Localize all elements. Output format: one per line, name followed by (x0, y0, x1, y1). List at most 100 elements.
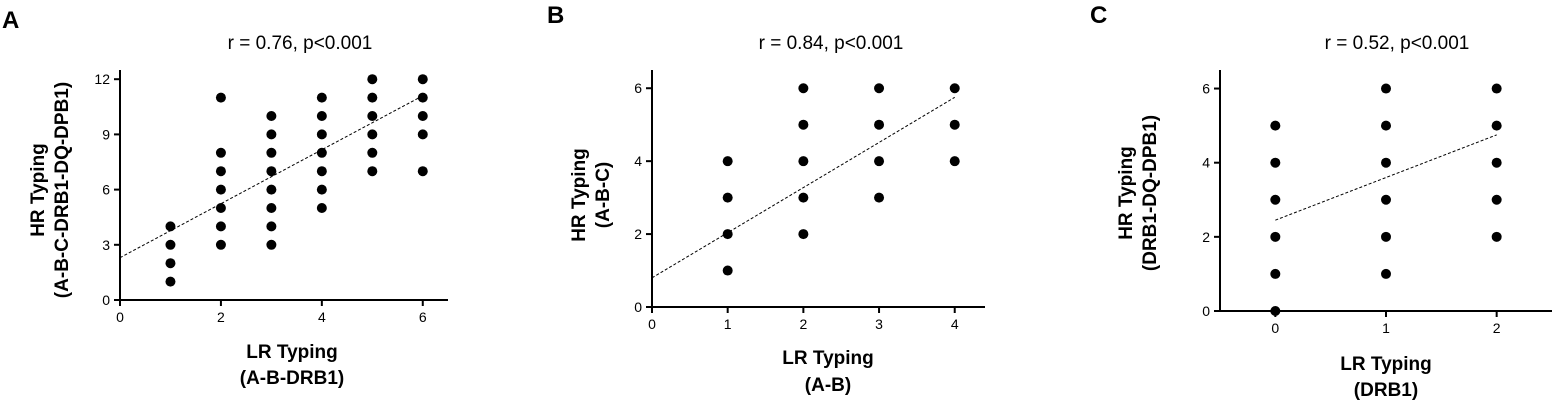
x-tick-label: 0 (116, 309, 124, 325)
data-point (1270, 268, 1281, 279)
panel-b: B r = 0.84, p<0.001 HR Typing (A-B-C) LR… (547, 2, 985, 396)
data-point (215, 92, 226, 103)
data-point (949, 156, 960, 167)
data-point (215, 147, 226, 158)
x-axis-label-line2: (A-B) (805, 375, 851, 396)
x-axis-label-line1: LR Typing (782, 348, 873, 369)
panel-a: A r = 0.76, p<0.001 HR Typing (A-B-C-DRB… (2, 7, 448, 389)
y-tick-label: 4 (1202, 155, 1210, 171)
data-point (266, 147, 277, 158)
y-axis-label-line1: HR Typing (569, 148, 590, 242)
data-point (165, 239, 176, 250)
y-tick-label: 4 (634, 153, 642, 169)
data-point (215, 221, 226, 232)
y-tick-label: 12 (94, 71, 110, 87)
y-axis-label-line1: HR Typing (1116, 146, 1137, 240)
data-point (266, 239, 277, 250)
data-point (215, 203, 226, 213)
data-point (722, 192, 733, 203)
data-point (1270, 120, 1281, 131)
y-tick-label: 0 (634, 299, 642, 315)
data-point (165, 258, 176, 269)
y-axis-label-line2: (A-B-C-DRB1-DQ-DPB1) (52, 82, 73, 298)
data-point (1270, 231, 1281, 242)
y-tick-label: 9 (102, 126, 110, 142)
data-point (316, 129, 327, 140)
data-point (266, 203, 277, 213)
data-point (316, 166, 327, 177)
data-point (316, 203, 327, 213)
data-point (874, 83, 885, 94)
x-axis-label-line2: (A-B-DRB1) (240, 368, 344, 389)
y-axis-label-line2: (A-B-C) (593, 162, 614, 228)
panel-letter: C (1090, 2, 1107, 29)
data-point (1381, 268, 1391, 279)
x-tick-label: 2 (799, 316, 807, 332)
data-point (165, 221, 176, 232)
data-point (417, 92, 428, 103)
data-point (367, 129, 378, 140)
data-point (165, 276, 176, 287)
data-point (722, 229, 733, 240)
x-tick-label: 2 (217, 309, 225, 325)
y-tick-label: 2 (634, 226, 642, 242)
y-tick-label: 0 (1202, 303, 1210, 319)
y-tick-label: 3 (102, 237, 110, 253)
y-tick-label: 6 (102, 182, 110, 198)
data-point (949, 83, 960, 94)
x-tick-label: 1 (1382, 320, 1390, 336)
data-point (949, 119, 960, 130)
data-point (316, 184, 327, 195)
data-point (1270, 194, 1281, 205)
stat-annotation: r = 0.84, p<0.001 (759, 33, 904, 54)
regression-line (1275, 134, 1497, 221)
data-point (417, 74, 428, 85)
data-point (316, 92, 327, 103)
data-point (722, 265, 733, 276)
data-point (1270, 157, 1281, 168)
x-tick-label: 1 (724, 316, 732, 332)
x-tick-label: 4 (951, 316, 959, 332)
y-axis-label-line1: HR Typing (28, 143, 49, 237)
data-point (798, 119, 809, 130)
x-tick-label: 6 (419, 309, 427, 325)
x-tick-label: 3 (875, 316, 883, 332)
data-point (417, 129, 428, 140)
data-point (1381, 194, 1391, 205)
data-point (417, 166, 428, 177)
data-point (266, 166, 277, 177)
data-point (874, 119, 885, 130)
x-tick-label: 0 (1271, 320, 1279, 336)
y-tick-label: 2 (1202, 229, 1210, 245)
data-point (266, 184, 277, 195)
x-axis-label-line2: (DRB1) (1354, 380, 1418, 401)
data-point (1381, 120, 1391, 131)
data-point (1491, 157, 1502, 168)
data-point (1491, 120, 1502, 131)
stat-annotation: r = 0.76, p<0.001 (228, 33, 373, 54)
data-point (798, 192, 809, 203)
data-point (417, 111, 428, 121)
y-axis-label: HR Typing (A-B-C-DRB1-DQ-DPB1) (28, 82, 73, 298)
data-point (316, 147, 327, 158)
data-point (1381, 157, 1391, 168)
panel-c: C r = 0.52, p<0.001 HR Typing (DRB1-DQ-D… (1090, 2, 1552, 401)
data-point (367, 147, 378, 158)
stat-annotation: r = 0.52, p<0.001 (1325, 33, 1470, 54)
data-point (798, 83, 809, 94)
x-axis-label-line1: LR Typing (246, 342, 337, 363)
x-tick-label: 4 (318, 309, 326, 325)
data-point (1491, 231, 1502, 242)
y-axis-label: HR Typing (A-B-C) (569, 148, 614, 242)
x-tick-label: 2 (1493, 320, 1501, 336)
data-point (874, 156, 885, 167)
y-axis-label: HR Typing (DRB1-DQ-DPB1) (1116, 115, 1161, 271)
data-point (1381, 83, 1391, 94)
data-point (722, 156, 733, 167)
data-point (367, 111, 378, 121)
data-point (266, 111, 277, 121)
data-point (215, 239, 226, 250)
data-point (1270, 306, 1281, 316)
data-point (367, 74, 378, 85)
